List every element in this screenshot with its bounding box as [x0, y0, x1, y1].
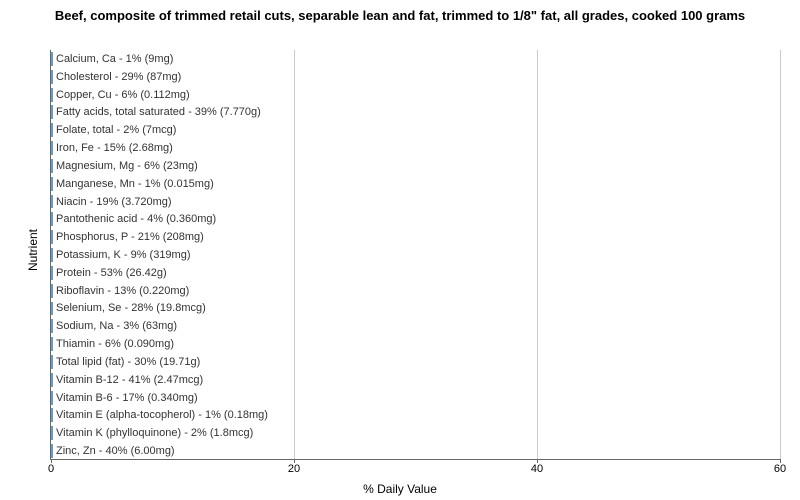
bar-label: Total lipid (fat) - 30% (19.71g) — [52, 356, 200, 368]
bar-label: Potassium, K - 9% (319mg) — [52, 249, 191, 261]
x-tick-label: 0 — [48, 463, 54, 475]
bar-label: Sodium, Na - 3% (63mg) — [52, 320, 177, 332]
x-tick-label: 20 — [288, 463, 300, 475]
bar-label: Selenium, Se - 28% (19.8mcg) — [52, 302, 206, 314]
x-tick-label: 40 — [531, 463, 543, 475]
bar-label: Iron, Fe - 15% (2.68mg) — [52, 142, 173, 154]
nutrient-bar: Vitamin B-12 - 41% (2.47mcg) — [51, 373, 53, 387]
y-axis-label: Nutrient — [26, 229, 40, 271]
nutrient-chart: Beef, composite of trimmed retail cuts, … — [0, 0, 800, 500]
nutrient-bar: Total lipid (fat) - 30% (19.71g) — [51, 355, 53, 369]
bar-label: Folate, total - 2% (7mcg) — [52, 124, 176, 136]
nutrient-bar: Magnesium, Mg - 6% (23mg) — [51, 159, 53, 173]
chart-title: Beef, composite of trimmed retail cuts, … — [0, 0, 800, 25]
plot-area: 0204060Calcium, Ca - 1% (9mg)Cholesterol… — [50, 50, 780, 460]
bar-label: Zinc, Zn - 40% (6.00mg) — [52, 445, 175, 457]
nutrient-bar: Sodium, Na - 3% (63mg) — [51, 319, 53, 333]
bar-label: Vitamin E (alpha-tocopherol) - 1% (0.18m… — [52, 409, 268, 421]
bar-label: Niacin - 19% (3.720mg) — [52, 196, 172, 208]
gridline — [294, 50, 295, 459]
nutrient-bar: Riboflavin - 13% (0.220mg) — [51, 284, 53, 298]
nutrient-bar: Vitamin B-6 - 17% (0.340mg) — [51, 391, 53, 405]
bar-label: Phosphorus, P - 21% (208mg) — [52, 231, 204, 243]
nutrient-bar: Copper, Cu - 6% (0.112mg) — [51, 88, 53, 102]
nutrient-bar: Thiamin - 6% (0.090mg) — [51, 337, 53, 351]
bar-label: Fatty acids, total saturated - 39% (7.77… — [52, 106, 261, 118]
nutrient-bar: Protein - 53% (26.42g) — [51, 266, 53, 280]
x-tick-label: 60 — [774, 463, 786, 475]
bar-label: Pantothenic acid - 4% (0.360mg) — [52, 213, 216, 225]
gridline — [537, 50, 538, 459]
nutrient-bar: Manganese, Mn - 1% (0.015mg) — [51, 177, 53, 191]
nutrient-bar: Selenium, Se - 28% (19.8mcg) — [51, 302, 53, 316]
bar-label: Copper, Cu - 6% (0.112mg) — [52, 89, 190, 101]
nutrient-bar: Vitamin E (alpha-tocopherol) - 1% (0.18m… — [51, 408, 53, 422]
bar-label: Vitamin K (phylloquinone) - 2% (1.8mcg) — [52, 427, 253, 439]
nutrient-bar: Fatty acids, total saturated - 39% (7.77… — [51, 105, 53, 119]
nutrient-bar: Folate, total - 2% (7mcg) — [51, 123, 53, 137]
nutrient-bar: Pantothenic acid - 4% (0.360mg) — [51, 212, 53, 226]
bar-label: Vitamin B-12 - 41% (2.47mcg) — [52, 374, 203, 386]
gridline — [780, 50, 781, 459]
bar-label: Thiamin - 6% (0.090mg) — [52, 338, 174, 350]
nutrient-bar: Phosphorus, P - 21% (208mg) — [51, 230, 53, 244]
nutrient-bar: Iron, Fe - 15% (2.68mg) — [51, 141, 53, 155]
bar-label: Calcium, Ca - 1% (9mg) — [52, 53, 173, 65]
nutrient-bar: Potassium, K - 9% (319mg) — [51, 248, 53, 262]
nutrient-bar: Zinc, Zn - 40% (6.00mg) — [51, 444, 53, 458]
nutrient-bar: Niacin - 19% (3.720mg) — [51, 195, 53, 209]
bar-label: Magnesium, Mg - 6% (23mg) — [52, 160, 198, 172]
bar-label: Riboflavin - 13% (0.220mg) — [52, 285, 189, 297]
nutrient-bar: Vitamin K (phylloquinone) - 2% (1.8mcg) — [51, 426, 53, 440]
bar-label: Protein - 53% (26.42g) — [52, 267, 167, 279]
x-axis-label: % Daily Value — [363, 482, 437, 496]
nutrient-bar: Cholesterol - 29% (87mg) — [51, 70, 53, 84]
bar-label: Manganese, Mn - 1% (0.015mg) — [52, 178, 214, 190]
bar-label: Cholesterol - 29% (87mg) — [52, 71, 181, 83]
bar-label: Vitamin B-6 - 17% (0.340mg) — [52, 392, 198, 404]
nutrient-bar: Calcium, Ca - 1% (9mg) — [51, 52, 53, 66]
